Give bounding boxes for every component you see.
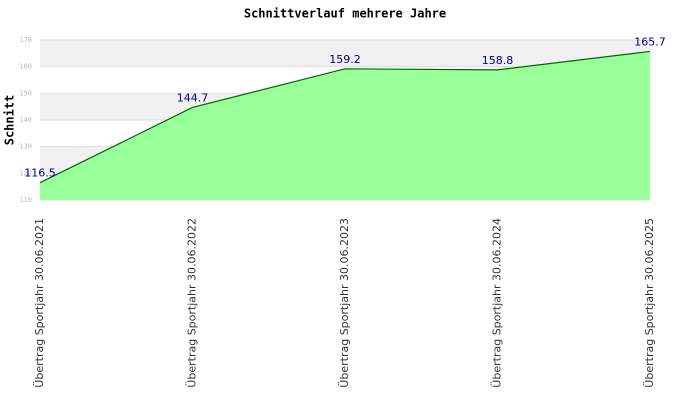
y-axis-label: Schnitt — [3, 95, 17, 146]
y-tick-label: 160 — [19, 63, 32, 71]
data-label: 144.7 — [177, 91, 209, 104]
data-label: 165.7 — [634, 35, 666, 48]
x-tick-label: Übertrag Sportjahr 30.06.2022 — [186, 218, 199, 388]
y-tick-label: 110 — [19, 196, 32, 204]
y-tick-label: 120 — [19, 169, 32, 177]
x-tick-label: Übertrag Sportjahr 30.06.2024 — [491, 218, 504, 388]
y-tick-label: 150 — [19, 89, 32, 97]
chart-title: Schnittverlauf mehrere Jahre — [244, 7, 446, 21]
area — [40, 51, 650, 200]
data-label: 158.8 — [482, 54, 514, 67]
line — [39, 50, 651, 184]
data-label: 116.5 — [24, 167, 56, 180]
y-tick-label: 130 — [19, 143, 32, 151]
y-tick-label: 140 — [19, 116, 32, 124]
x-tick-label: Übertrag Sportjahr 30.06.2021 — [33, 218, 46, 388]
grid-band — [40, 40, 650, 67]
y-tick-label: 170 — [19, 36, 32, 44]
x-tick-label: Übertrag Sportjahr 30.06.2023 — [338, 218, 351, 388]
data-label: 159.2 — [329, 53, 361, 66]
x-tick-label: Übertrag Sportjahr 30.06.2025 — [643, 218, 656, 388]
